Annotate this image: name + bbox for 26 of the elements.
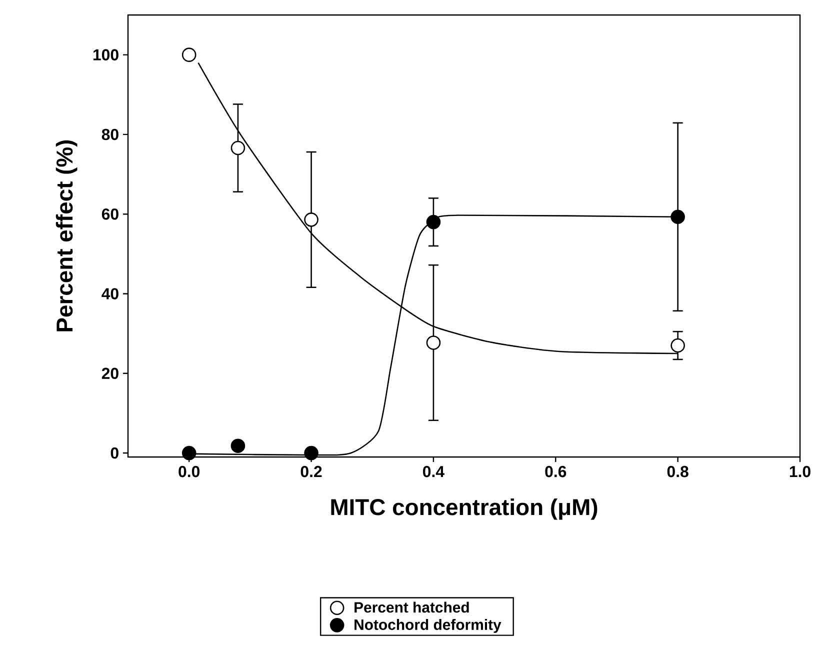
y-tick-label: 40 [102,288,118,300]
x-tick-label: 0.0 [178,466,200,478]
legend-label: Notochord deformity [354,619,502,633]
point [426,214,441,230]
point [304,212,318,227]
point [426,336,441,350]
x-axis-title: MITC concentration (μM) [331,498,598,520]
point [230,438,246,453]
y-tick-label: 0 [110,447,118,459]
y-tick-label: 100 [93,49,118,60]
x-tick-label: 0.4 [423,466,444,478]
x-tick-label: 0.2 [300,466,322,478]
point [670,210,685,224]
point [670,338,685,353]
x-tick-label: 0.6 [545,466,566,478]
y-tick-label: 20 [102,368,118,380]
y-axis-title: Percent effect (%) [56,140,78,332]
y-tick-label: 60 [102,208,118,220]
x-tick-label: 0.8 [667,466,688,478]
point [182,48,196,62]
y-tick-label: 80 [102,128,118,140]
x-tick-label: 1.0 [790,466,810,478]
point [182,446,196,460]
legend-label: Percent hatched [354,602,469,613]
point [304,446,318,460]
point [230,140,246,156]
